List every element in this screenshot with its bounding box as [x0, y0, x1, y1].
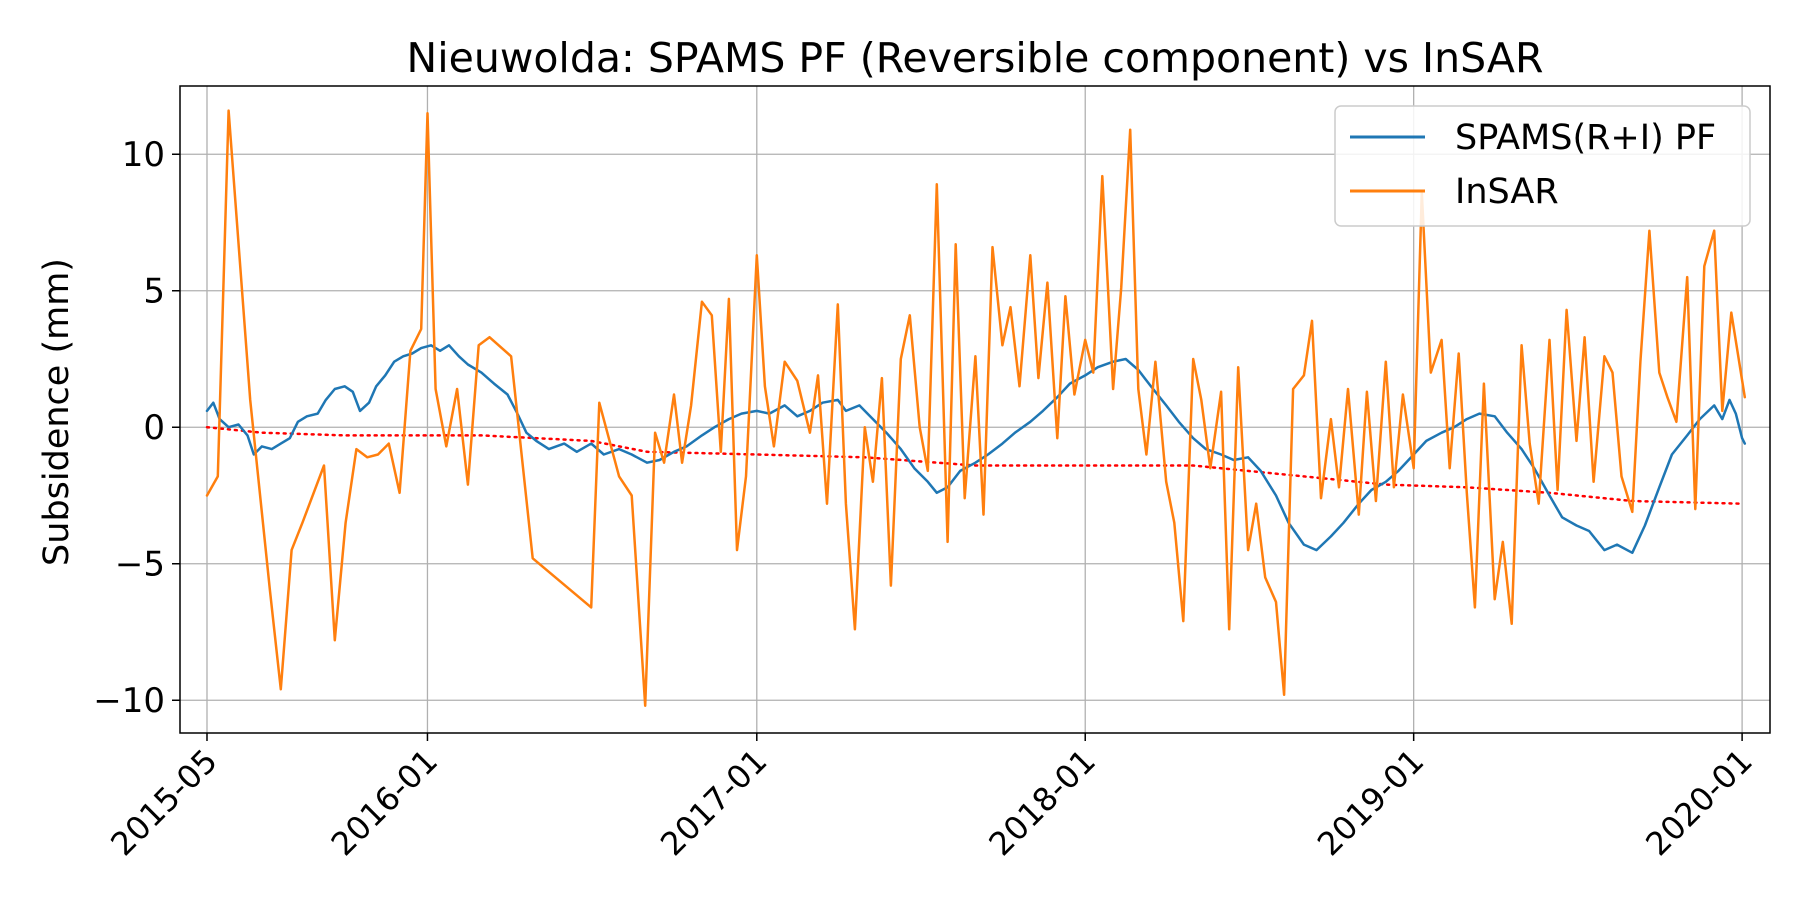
y-tick-label: 10: [122, 135, 165, 175]
legend-box: [1334, 105, 1751, 227]
legend[interactable]: SPAMS(R+I) PF InSAR: [1334, 105, 1751, 227]
series-line-insar: [205, 109, 1747, 707]
series-line-trend: [205, 425, 1744, 505]
y-tick-label: 0: [143, 408, 165, 448]
y-axis-label: Subsidence (mm): [37, 258, 77, 566]
plot-frame: [179, 85, 1771, 734]
y-tick-label: −10: [93, 681, 165, 721]
y-axis-ticks: −10 −5 0 5 10: [93, 135, 180, 721]
legend-label-insar: InSAR: [1455, 172, 1559, 212]
series-line-spams: [205, 344, 1747, 555]
grid: [180, 86, 1770, 733]
legend-label-spams: SPAMS(R+I) PF: [1455, 118, 1716, 158]
chart-title: Nieuwolda: SPAMS PF (Reversible componen…: [407, 34, 1544, 82]
series-layer: [205, 109, 1747, 707]
y-tick-label: −5: [115, 545, 165, 585]
y-tick-label: 5: [143, 272, 165, 312]
